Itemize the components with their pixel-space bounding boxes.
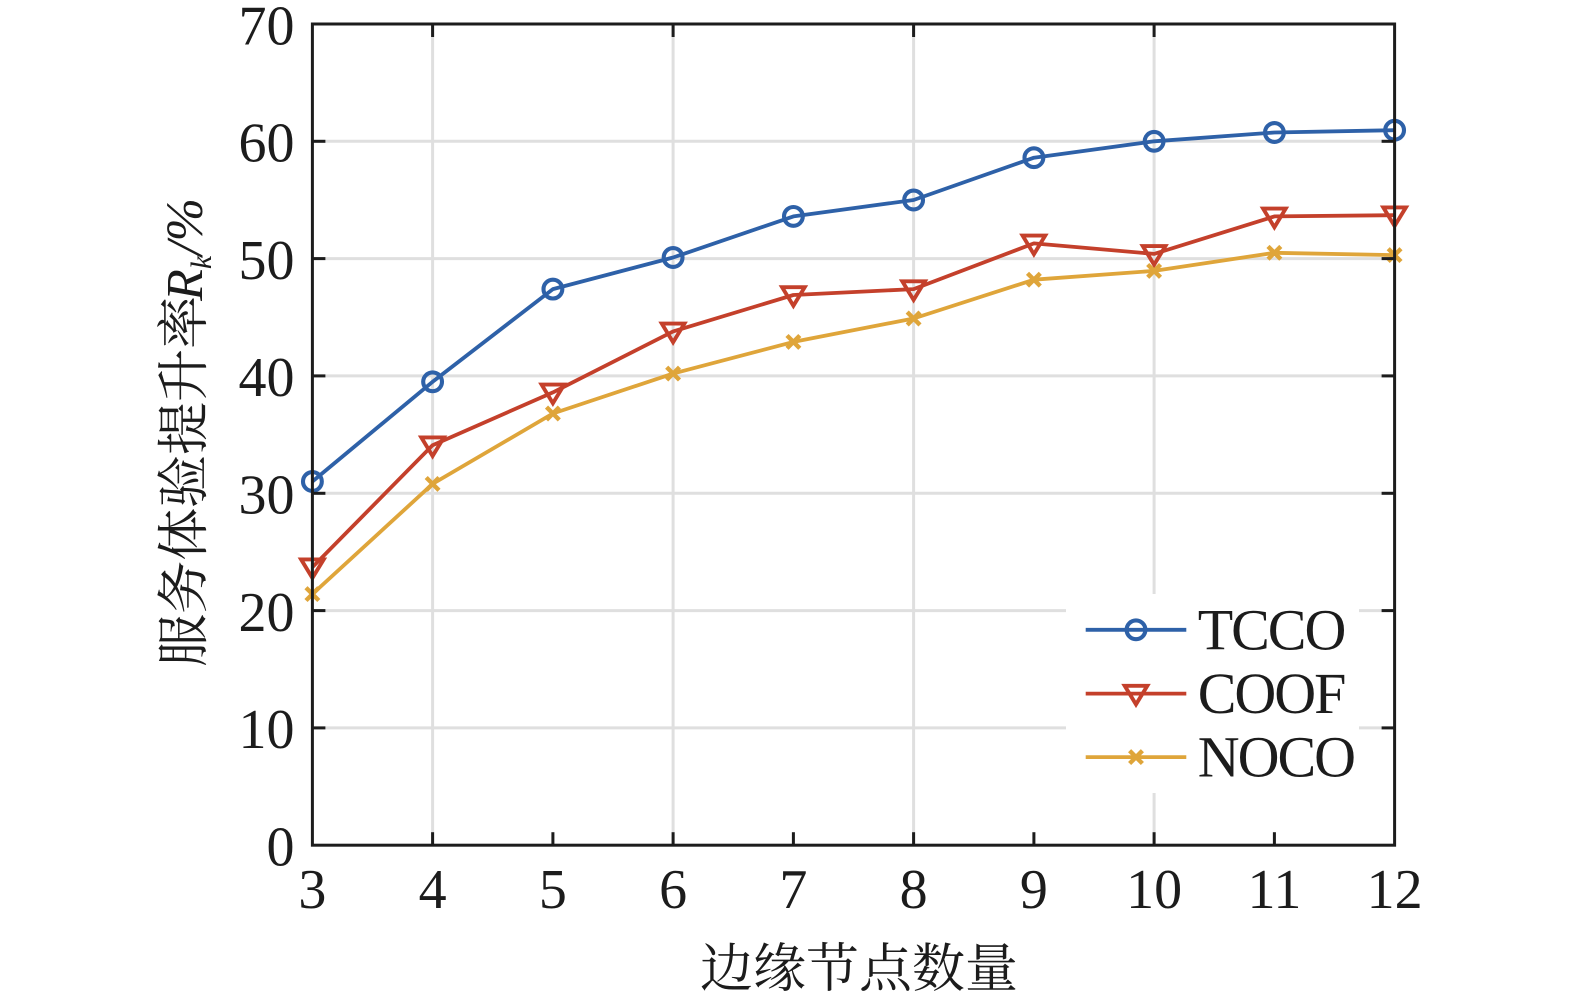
svg-text:NOCO: NOCO [1198, 725, 1354, 790]
svg-text:Rk/%: Rk/% [157, 198, 218, 302]
svg-text:50: 50 [239, 230, 295, 292]
svg-text:8: 8 [900, 859, 928, 921]
svg-text:4: 4 [419, 859, 447, 921]
svg-text:40: 40 [239, 347, 295, 409]
svg-text:11: 11 [1247, 859, 1301, 921]
svg-text:3: 3 [298, 859, 326, 921]
svg-text:0: 0 [267, 817, 295, 879]
svg-text:7: 7 [779, 859, 807, 921]
svg-text:30: 30 [239, 465, 295, 527]
svg-text:10: 10 [1126, 859, 1182, 921]
svg-text:10: 10 [239, 699, 295, 761]
svg-text:20: 20 [239, 582, 295, 644]
svg-text:70: 70 [239, 0, 295, 57]
svg-text:5: 5 [539, 859, 567, 921]
svg-text:6: 6 [659, 859, 687, 921]
svg-text:12: 12 [1367, 859, 1423, 921]
svg-text:TCCO: TCCO [1198, 597, 1345, 662]
svg-text:9: 9 [1020, 859, 1048, 921]
svg-text:COOF: COOF [1198, 661, 1345, 726]
svg-text:60: 60 [239, 113, 295, 175]
